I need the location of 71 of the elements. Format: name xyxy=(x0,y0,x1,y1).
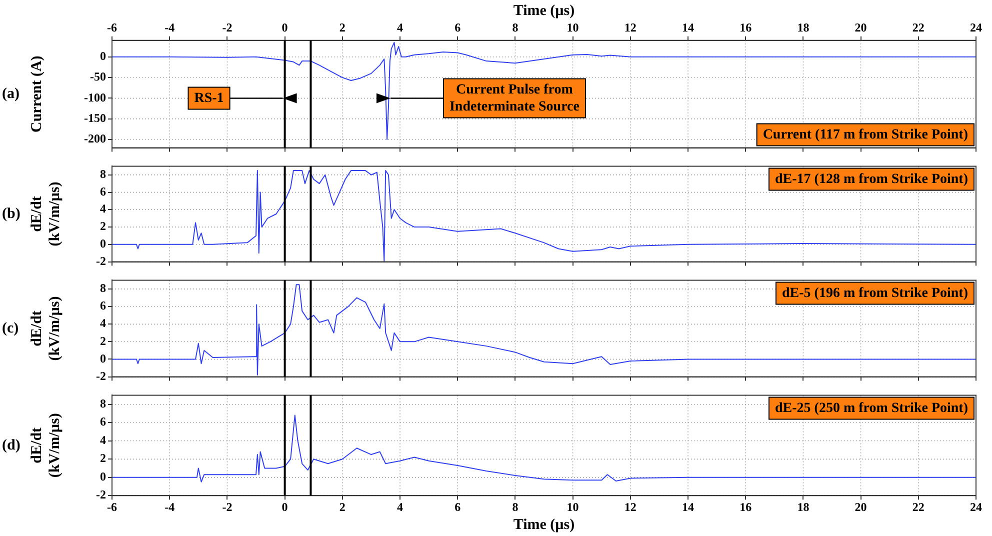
y-tick-label: 6 xyxy=(100,414,106,429)
x-tick-label: 0 xyxy=(282,20,288,34)
y-tick-label: -50 xyxy=(90,70,106,84)
x-tick-label: -2 xyxy=(222,20,232,34)
annotation: Current Pulse from Indeterminate Source xyxy=(449,82,580,114)
y-axis-title: dE/dt (kV/m/µs) xyxy=(28,413,63,478)
x-tick-label: 12 xyxy=(624,20,636,34)
x-tick-label: 24 xyxy=(970,500,982,514)
x-tick-label: 14 xyxy=(682,500,694,514)
x-tick-label: 8 xyxy=(512,500,518,514)
y-tick-label: -200 xyxy=(84,132,106,146)
x-tick-label: 16 xyxy=(740,20,752,34)
y-tick-label: 2 xyxy=(100,219,106,234)
y-tick-label: -2 xyxy=(96,254,106,268)
x-axis-title: Time (µs) xyxy=(513,2,575,19)
y-tick-label: 2 xyxy=(100,334,106,348)
y-tick-label: -150 xyxy=(84,110,106,125)
y-tick-label: 4 xyxy=(100,432,106,447)
x-tick-label: 12 xyxy=(624,500,636,514)
y-tick-label: 6 xyxy=(100,184,106,198)
y-tick-label: 4 xyxy=(100,316,106,330)
y-tick-label: 2 xyxy=(100,451,106,466)
x-tick-label: 6 xyxy=(454,500,461,514)
y-tick-label: 8 xyxy=(100,396,106,410)
x-tick-label: 20 xyxy=(854,20,867,34)
annotation: dE-17 (128 m from Strike Point) xyxy=(775,172,968,187)
text: (d) xyxy=(2,437,20,454)
x-axis-title: Time (µs) xyxy=(513,516,575,533)
y-tick-label: 6 xyxy=(100,298,106,313)
x-tick-label: 4 xyxy=(397,20,403,34)
x-tick-label: 22 xyxy=(912,20,924,34)
y-tick-label: 0 xyxy=(100,351,106,366)
y-tick-label: 8 xyxy=(100,281,106,296)
y-axis-title: Current (A) xyxy=(28,56,45,132)
x-tick-label: 2 xyxy=(339,20,346,34)
y-axis-title: dE/dt (kV/m/µs) xyxy=(28,296,63,361)
x-tick-label: 24 xyxy=(970,20,982,34)
x-tick-label: 18 xyxy=(797,500,810,514)
text: (b) xyxy=(2,206,20,222)
y-tick-label: 0 xyxy=(100,236,106,251)
x-tick-label: 8 xyxy=(512,20,518,34)
x-tick-label: 22 xyxy=(912,500,924,514)
x-tick-label: -4 xyxy=(164,500,175,514)
x-tick-label: 10 xyxy=(566,20,579,34)
y-axis-title: dE/dt (kV/m/µs) xyxy=(28,182,63,246)
y-tick-label: 8 xyxy=(100,166,106,181)
x-tick-label: -6 xyxy=(107,20,117,34)
x-tick-label: 14 xyxy=(682,20,694,34)
y-tick-label: -2 xyxy=(96,488,106,502)
x-tick-label: -2 xyxy=(222,500,232,514)
x-tick-label: 2 xyxy=(339,500,346,514)
text: (c) xyxy=(2,320,19,336)
y-tick-label: 0 xyxy=(100,469,106,484)
text: (a) xyxy=(2,86,20,102)
x-tick-label: -6 xyxy=(107,500,117,514)
x-tick-label: -4 xyxy=(164,20,175,34)
x-tick-label: 16 xyxy=(740,500,752,514)
x-tick-label: 18 xyxy=(797,20,810,34)
annotation: dE-5 (196 m from Strike Point) xyxy=(782,286,968,301)
y-tick-label: -100 xyxy=(84,90,106,104)
x-tick-label: 20 xyxy=(854,500,867,514)
y-tick-label: 0 xyxy=(100,49,106,64)
x-tick-label: 10 xyxy=(566,500,579,514)
annotation: Current (117 m from Strike Point) xyxy=(762,127,968,142)
annotation: RS-1 xyxy=(194,90,224,106)
y-tick-label: -2 xyxy=(96,368,106,383)
x-tick-label: 4 xyxy=(397,500,403,514)
y-tick-label: 4 xyxy=(100,202,106,216)
annotation: dE-25 (250 m from Strike Point) xyxy=(775,400,968,416)
x-tick-label: 6 xyxy=(454,20,461,34)
x-tick-label: 0 xyxy=(282,500,288,514)
